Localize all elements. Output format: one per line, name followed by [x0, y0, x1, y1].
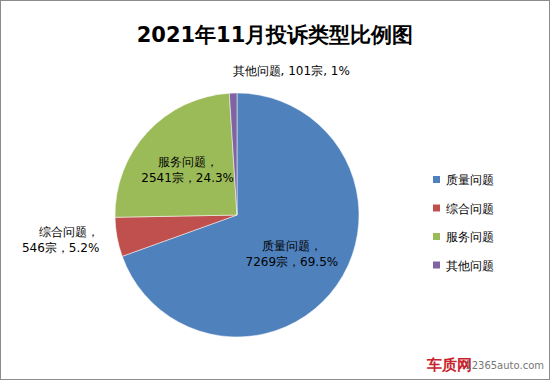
data-label-part: 5.2%	[69, 241, 100, 255]
legend-item: 综合问题	[433, 202, 494, 216]
data-label: 综合问题，546宗，5.2%	[22, 225, 99, 255]
data-label-part: ，	[87, 225, 99, 239]
legend-swatch	[433, 205, 440, 212]
legend-label: 服务问题	[446, 230, 494, 244]
legend-swatch	[433, 176, 440, 183]
slice	[229, 93, 237, 215]
data-label-part: ,	[323, 64, 331, 78]
frame	[1, 1, 550, 380]
data-labels: 质量问题，7269宗，69.5%综合问题，546宗，5.2%服务问题，2541宗…	[22, 64, 350, 269]
watermark-url: 12365auto.com	[465, 360, 544, 371]
data-label-part: 24.3%	[196, 171, 234, 185]
legend-label: 质量问题	[446, 173, 494, 187]
slice	[115, 93, 237, 217]
data-label: 质量问题，7269宗，69.5%	[246, 239, 339, 269]
legend-label: 其他问题	[446, 259, 494, 273]
data-label-part: 7269宗	[246, 255, 289, 269]
data-label: 其他问题, 101宗, 1%	[233, 64, 350, 78]
data-label-part: 其他问题	[233, 64, 281, 78]
watermark: 车质网12365auto.com	[426, 356, 544, 374]
legend-item: 其他问题	[433, 259, 494, 273]
data-label-part: ，	[184, 171, 196, 185]
slice	[115, 215, 237, 256]
data-label-part: 546宗	[22, 241, 57, 255]
data-label-part: 101宗	[288, 64, 323, 78]
data-label-part: 69.5%	[300, 255, 338, 269]
data-label-part: ，	[206, 155, 218, 169]
data-label-part: ，	[310, 239, 322, 253]
data-label-part: 综合问题	[39, 225, 87, 239]
data-label-part: ，	[288, 255, 300, 269]
data-label: 服务问题，2541宗，24.3%	[141, 155, 234, 185]
legend-label: 综合问题	[446, 202, 494, 216]
data-label-part: 服务问题	[158, 155, 206, 169]
data-label-part: 质量问题	[262, 239, 310, 253]
legend-item: 质量问题	[433, 173, 494, 187]
chart: 2021年11月投诉类型比例图质量问题，7269宗，69.5%综合问题，546宗…	[0, 0, 550, 380]
legend-swatch	[433, 262, 440, 269]
pie	[115, 93, 359, 337]
data-label-part: ,	[281, 64, 289, 78]
title: 2021年11月投诉类型比例图	[137, 23, 414, 47]
legend: 质量问题综合问题服务问题其他问题	[433, 173, 494, 273]
legend-swatch	[433, 233, 440, 240]
data-label-part: 2541宗	[141, 171, 184, 185]
data-label-part: 1%	[331, 64, 350, 78]
legend-item: 服务问题	[433, 230, 494, 244]
data-label-part: ，	[57, 241, 69, 255]
